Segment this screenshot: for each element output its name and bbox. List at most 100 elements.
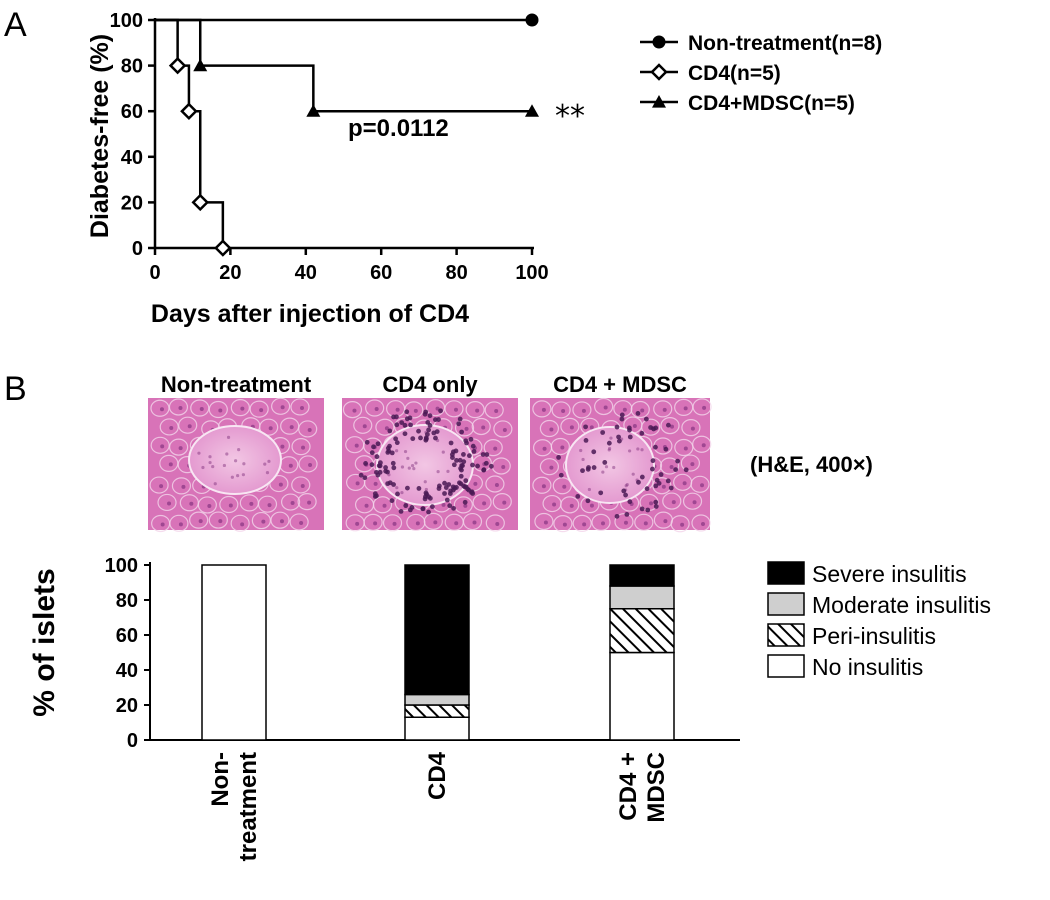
cell-nucleus [240, 406, 245, 411]
infiltrating-cell [457, 457, 463, 463]
infiltrating-cell [405, 485, 410, 491]
infiltrating-cell [448, 488, 453, 494]
infiltrating-cell [363, 461, 368, 466]
infiltrating-cell [639, 506, 645, 512]
infiltrating-cell [422, 496, 428, 502]
legend-swatch [767, 561, 805, 585]
cell-nucleus [669, 424, 674, 429]
acinar-cell [365, 399, 385, 417]
cell-nucleus [669, 465, 674, 470]
infiltrating-cell [483, 460, 489, 466]
infiltrating-cell [583, 438, 589, 443]
cell-nucleus [259, 408, 264, 413]
histology-image-2 [530, 397, 712, 533]
insulitis-legend: Severe insulitis Moderate insulitis Peri-i… [767, 561, 991, 680]
infiltrating-cell [616, 438, 622, 444]
cell-nucleus [601, 521, 606, 526]
cell-nucleus [541, 484, 546, 489]
infiltrating-cell [448, 440, 454, 446]
cell-nucleus [589, 503, 594, 508]
y-axis-title: Diabetes-free (%) [86, 34, 114, 238]
cell-nucleus [159, 484, 164, 489]
infiltrating-cell [404, 409, 410, 415]
cell-nucleus [643, 521, 648, 526]
cell-nucleus [178, 522, 183, 527]
acinar-cell [591, 513, 611, 531]
islet-nucleus [640, 448, 644, 452]
islet-nucleus [407, 466, 411, 470]
infiltrating-cell [453, 448, 459, 454]
x-axis-title: Days after injection of CD4 [151, 300, 469, 328]
cell-nucleus [299, 405, 304, 410]
cell-nucleus [279, 519, 284, 524]
cell-nucleus [355, 481, 360, 486]
legend-entry: Moderate insulitis [812, 592, 991, 618]
islet-nucleus [265, 471, 270, 475]
cell-nucleus [178, 405, 183, 410]
series-point-0 [525, 13, 539, 27]
infiltrating-cell [460, 463, 465, 469]
infiltrating-cell [668, 485, 674, 491]
cell-nucleus [168, 462, 173, 467]
infiltrating-cell [374, 454, 380, 460]
legend-marker [652, 35, 666, 49]
infiltrating-cell [462, 499, 468, 505]
y-tick-label: 60 [121, 101, 143, 123]
acinar-cell [539, 419, 560, 438]
infiltrating-cell [454, 458, 459, 463]
acinar-cell [159, 418, 179, 436]
infiltrating-cell [375, 441, 381, 447]
infiltrating-cell [452, 485, 458, 491]
cell-nucleus [569, 503, 574, 508]
cell-nucleus [178, 446, 183, 451]
infiltrating-cell [556, 455, 561, 460]
infiltrating-cell [624, 511, 630, 517]
cell-nucleus [355, 521, 360, 526]
infiltrating-cell [481, 467, 487, 473]
cell-nucleus [362, 424, 367, 429]
series-line-1 [155, 18, 225, 248]
infiltrating-cell [427, 423, 433, 428]
infiltrating-cell [451, 462, 457, 468]
infiltrating-cell [451, 505, 456, 511]
cell-nucleus [199, 407, 204, 412]
infiltrating-cell [673, 467, 679, 473]
infiltrating-cell [387, 428, 393, 434]
infiltrating-cell [395, 491, 400, 497]
infiltrating-cell [444, 497, 450, 503]
acinar-cell [298, 420, 318, 438]
islet-nucleus [234, 459, 238, 463]
cell-nucleus [395, 407, 400, 412]
cell-nucleus [441, 502, 446, 507]
infiltrating-cell [606, 440, 612, 446]
acinar-cell [197, 496, 217, 514]
infiltrating-cell [471, 449, 477, 454]
cell-nucleus [690, 426, 695, 431]
infiltrating-cell [663, 446, 669, 452]
bar-segment-2 [609, 585, 675, 610]
infiltrating-cell [466, 453, 472, 459]
infiltrating-cell [650, 466, 655, 472]
y-tick-label: 80 [121, 56, 143, 78]
acinar-cell [551, 401, 571, 419]
y-tick-label: 40 [121, 147, 143, 169]
infiltrating-cell [442, 491, 447, 496]
infiltrating-cell [372, 491, 378, 497]
acinar-cell [682, 492, 703, 510]
cell-nucleus [549, 465, 554, 470]
significance-marker: ** [555, 99, 585, 134]
cell-nucleus [463, 503, 468, 508]
x-tick-label: 80 [445, 262, 467, 284]
histology-panel: Non-treatment CD4 only CD4 + MDSC (H&E, … [148, 372, 873, 533]
infiltrating-cell [429, 504, 435, 510]
cell-nucleus [581, 408, 586, 413]
cell-nucleus [307, 500, 312, 505]
infiltrating-cell [591, 449, 597, 455]
infiltrating-cell [558, 472, 564, 478]
infiltrating-cell [645, 507, 651, 513]
cell-nucleus [589, 425, 594, 430]
islet-nucleus [609, 436, 613, 440]
cell-nucleus [495, 521, 500, 526]
infiltrating-cell [585, 498, 591, 504]
series-point-1 [214, 239, 232, 257]
